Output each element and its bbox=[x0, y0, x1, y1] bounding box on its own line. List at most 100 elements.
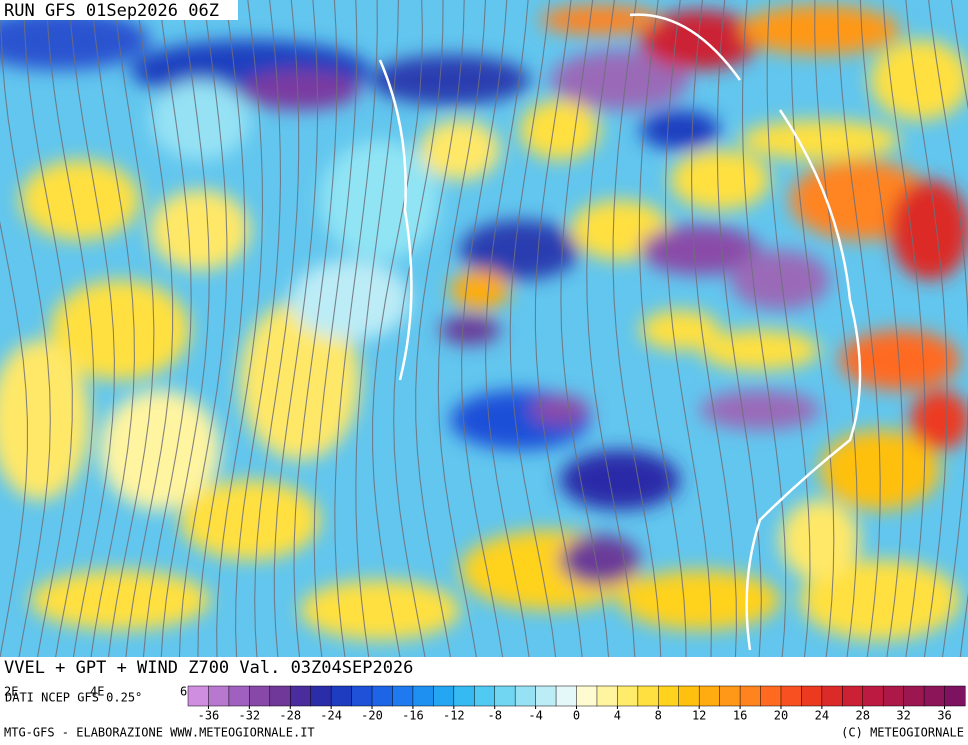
streamline bbox=[716, 0, 762, 657]
shading-blob bbox=[100, 390, 220, 510]
colorbar-swatch bbox=[862, 685, 884, 707]
colorbar-swatch bbox=[228, 685, 250, 707]
colorbar-swatch bbox=[371, 685, 394, 707]
shading-blob bbox=[640, 110, 720, 150]
colorbar-tick-label: 16 bbox=[733, 709, 747, 723]
streamline bbox=[90, 0, 135, 657]
colorbar-swatch bbox=[453, 685, 475, 707]
colorbar-tick-label: -12 bbox=[443, 709, 465, 723]
shading-blob bbox=[370, 55, 530, 105]
shading-blob bbox=[640, 10, 760, 70]
colorbar-tick-label: -4 bbox=[528, 709, 542, 723]
data-source: DATI NCEP GFS 0.25° bbox=[5, 691, 142, 705]
streamline bbox=[905, 0, 948, 657]
colorbar-swatch bbox=[412, 685, 434, 707]
shading-blob bbox=[240, 300, 360, 460]
streamline bbox=[393, 0, 444, 657]
streamline bbox=[178, 0, 228, 657]
colorbar-swatch bbox=[617, 685, 639, 707]
gpt-isoline bbox=[378, 59, 413, 381]
shading-blob bbox=[0, 340, 90, 500]
streamline bbox=[68, 0, 115, 657]
colorbar-swatch bbox=[351, 685, 373, 707]
streamline bbox=[160, 0, 210, 657]
shading-blob bbox=[620, 570, 780, 630]
shading-blob bbox=[150, 190, 250, 270]
streamline bbox=[142, 0, 192, 657]
streamline bbox=[638, 0, 687, 657]
colorbar-swatch bbox=[678, 685, 700, 707]
shading-blob bbox=[840, 330, 960, 390]
streamline bbox=[125, 0, 174, 657]
shading-blob bbox=[150, 80, 250, 160]
shading-blob bbox=[240, 70, 360, 110]
colorbar-swatch bbox=[208, 685, 230, 707]
colorbar-swatch bbox=[698, 685, 721, 707]
streamline bbox=[882, 0, 926, 657]
streamline bbox=[859, 0, 904, 657]
streamline bbox=[790, 0, 835, 657]
wind-streamlines bbox=[0, 0, 968, 657]
gpt-isoline bbox=[745, 109, 862, 651]
map-field bbox=[0, 0, 968, 657]
colorbar-tick-label: -8 bbox=[487, 709, 501, 723]
shading-blob bbox=[740, 120, 900, 160]
shading-blob bbox=[520, 100, 600, 160]
shading-blob bbox=[50, 280, 190, 380]
colorbar-tick-label: -24 bbox=[320, 709, 342, 723]
shading-blob bbox=[780, 500, 860, 580]
colorbar-swatch bbox=[249, 685, 271, 707]
shading-blob bbox=[550, 50, 690, 110]
shading-blob bbox=[450, 270, 510, 310]
colorbar-tick-label: 24 bbox=[815, 709, 829, 723]
colorbar-swatch bbox=[903, 685, 925, 707]
map-title: VVEL + GPT + WIND Z700 Val. 03Z04SEP2026 bbox=[4, 658, 413, 678]
shading-blob bbox=[20, 160, 140, 240]
streamline bbox=[334, 0, 378, 657]
streamline bbox=[197, 0, 246, 657]
colorbar-tick-label: -16 bbox=[402, 709, 424, 723]
footer-left: MTG-GFS - ELABORAZIONE WWW.METEOGIORNALE… bbox=[4, 726, 315, 740]
streamline bbox=[612, 0, 662, 657]
streamline bbox=[0, 0, 51, 657]
shading-blob bbox=[560, 535, 640, 585]
streamline bbox=[741, 0, 787, 657]
colorbar-swatch bbox=[658, 685, 680, 707]
colorbar-tick-label: -28 bbox=[279, 709, 301, 723]
colorbar-swatch bbox=[392, 685, 414, 707]
shading-blob bbox=[870, 40, 968, 120]
streamline bbox=[313, 0, 358, 657]
streamline bbox=[560, 0, 610, 657]
shading-blob bbox=[530, 395, 590, 425]
colorbar-swatch bbox=[433, 685, 455, 707]
colorbar-swatch bbox=[596, 685, 618, 707]
colorbar-swatch bbox=[514, 685, 537, 707]
colorbar-swatch bbox=[474, 685, 496, 707]
lon-label: 2E bbox=[4, 685, 18, 699]
colorbar-tick-label: 12 bbox=[692, 709, 706, 723]
streamline bbox=[461, 0, 508, 657]
streamline bbox=[766, 0, 811, 657]
streamline bbox=[254, 0, 300, 657]
shading-blob bbox=[0, 10, 150, 70]
shading-blob bbox=[910, 390, 968, 450]
streamline bbox=[355, 0, 399, 657]
colorbar-tick-label: 28 bbox=[856, 709, 870, 723]
colorbar-swatch bbox=[821, 685, 843, 707]
colorbar-tick-label: 20 bbox=[774, 709, 788, 723]
header-box bbox=[0, 0, 238, 20]
streamline bbox=[107, 0, 155, 657]
streamline bbox=[216, 0, 264, 657]
shading-blob bbox=[560, 450, 680, 510]
streamline bbox=[485, 0, 530, 657]
shading-blob bbox=[440, 315, 500, 345]
shading-blob bbox=[700, 330, 820, 370]
streamline bbox=[928, 0, 968, 657]
shading-blob bbox=[800, 560, 960, 640]
gpt-isoline bbox=[629, 13, 742, 81]
colorbar-swatch bbox=[719, 685, 741, 707]
colorbar-swatch bbox=[555, 685, 578, 707]
shading-blob bbox=[300, 580, 460, 640]
streamline bbox=[534, 0, 583, 657]
